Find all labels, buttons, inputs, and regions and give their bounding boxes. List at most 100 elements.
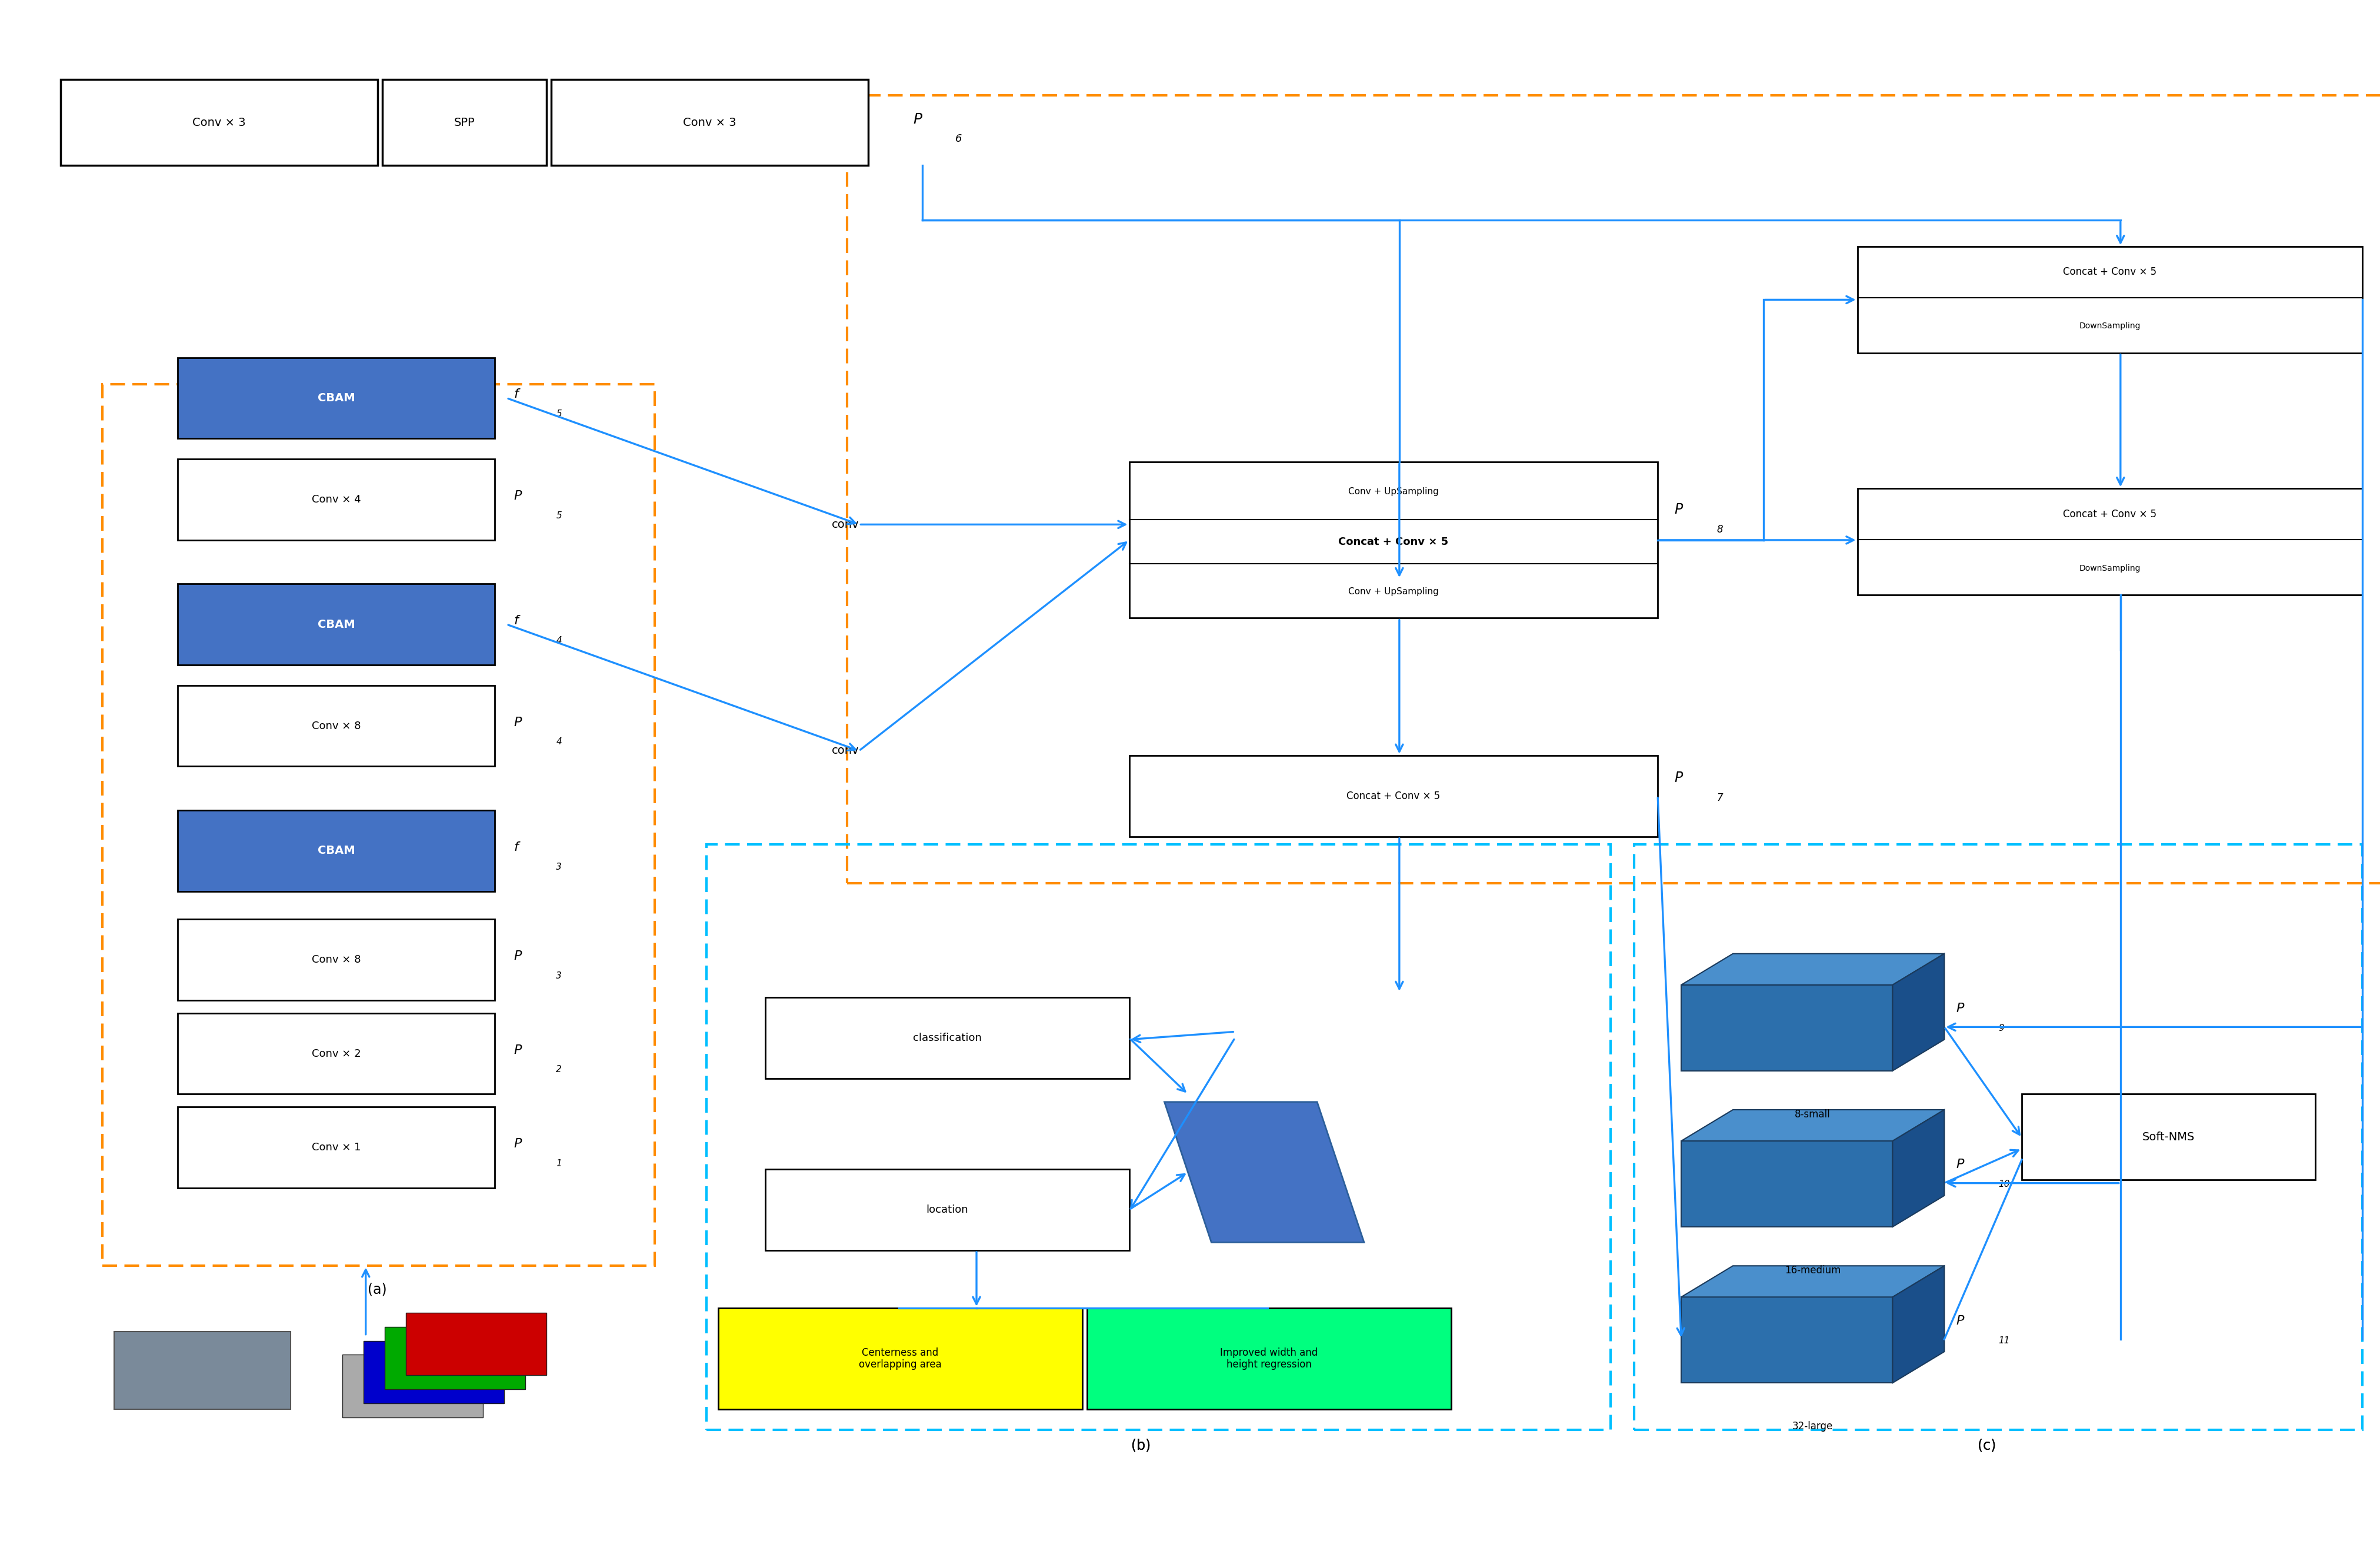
Bar — [1088, 1308, 1452, 1409]
Polygon shape — [1680, 1297, 1892, 1383]
Bar — [178, 358, 495, 438]
Text: P: P — [1956, 1159, 1964, 1170]
Text: CBAM: CBAM — [317, 845, 355, 856]
Bar — [1128, 461, 1659, 618]
Text: (c): (c) — [1978, 1439, 1997, 1453]
Text: f: f — [514, 615, 519, 627]
Text: Conv × 4: Conv × 4 — [312, 494, 362, 505]
Text: Concat + Conv × 5: Concat + Conv × 5 — [2063, 267, 2156, 277]
Text: Concat + Conv × 5: Concat + Conv × 5 — [1347, 791, 1440, 801]
Polygon shape — [1164, 1103, 1364, 1242]
Bar — [178, 1013, 495, 1095]
Bar — [405, 1312, 547, 1375]
Text: Conv × 8: Conv × 8 — [312, 954, 362, 965]
Bar — [719, 1308, 1083, 1409]
Text: (a): (a) — [369, 1282, 388, 1297]
Text: 9: 9 — [1999, 1024, 2004, 1032]
Text: 3: 3 — [557, 971, 562, 981]
Bar — [847, 95, 2380, 884]
Bar — [552, 80, 869, 166]
Text: 16-medium: 16-medium — [1785, 1265, 1840, 1276]
Text: P: P — [1673, 771, 1683, 785]
Text: Centerness and
overlapping area: Centerness and overlapping area — [859, 1347, 942, 1370]
Text: Soft-NMS: Soft-NMS — [2142, 1131, 2194, 1143]
Bar — [343, 1354, 483, 1417]
Bar — [764, 1168, 1128, 1250]
Text: CBAM: CBAM — [317, 619, 355, 630]
Text: Conv + UpSampling: Conv + UpSampling — [1347, 488, 1438, 496]
Text: (b): (b) — [1130, 1439, 1150, 1453]
Text: P: P — [1673, 502, 1683, 516]
Bar — [178, 810, 495, 891]
Polygon shape — [1680, 1265, 1944, 1297]
Text: location: location — [926, 1204, 969, 1215]
Text: SPP: SPP — [455, 117, 476, 128]
Text: 4: 4 — [557, 637, 562, 644]
Text: Improved width and
height regression: Improved width and height regression — [1221, 1347, 1319, 1370]
Text: Conv × 1: Conv × 1 — [312, 1142, 362, 1153]
Bar — [178, 685, 495, 766]
Bar — [386, 1326, 526, 1389]
Text: Concat + Conv × 5: Concat + Conv × 5 — [2063, 508, 2156, 519]
Text: P: P — [914, 113, 921, 127]
Bar — [2023, 1095, 2316, 1179]
Polygon shape — [1680, 1110, 1944, 1142]
Polygon shape — [1892, 1265, 1944, 1383]
Text: 8-small: 8-small — [1795, 1109, 1830, 1120]
Polygon shape — [1892, 954, 1944, 1071]
Bar — [1856, 247, 2363, 353]
Text: P: P — [514, 1045, 521, 1056]
Text: 11: 11 — [1999, 1336, 2009, 1345]
Text: CBAM: CBAM — [317, 393, 355, 404]
Bar — [1856, 488, 2363, 594]
Text: Concat + Conv × 5: Concat + Conv × 5 — [1338, 536, 1449, 547]
Bar — [764, 998, 1128, 1079]
Polygon shape — [1680, 954, 1944, 985]
Bar — [178, 1107, 495, 1187]
Bar — [1635, 845, 2363, 1429]
Text: P: P — [514, 490, 521, 502]
Text: Conv × 2: Conv × 2 — [312, 1048, 362, 1059]
Text: DownSampling: DownSampling — [2080, 565, 2140, 572]
Bar — [1128, 755, 1659, 837]
Text: 32-large: 32-large — [1792, 1422, 1833, 1433]
Text: 7: 7 — [1716, 793, 1723, 802]
Bar — [102, 385, 655, 1265]
Text: conv: conv — [831, 519, 859, 530]
Text: 5: 5 — [557, 410, 562, 419]
Bar — [60, 80, 378, 166]
Bar — [383, 80, 547, 166]
Text: DownSampling: DownSampling — [2080, 322, 2140, 330]
Text: 5: 5 — [557, 511, 562, 519]
Bar — [178, 920, 495, 1001]
Text: P: P — [1956, 1003, 1964, 1015]
Text: classification: classification — [914, 1032, 981, 1043]
Polygon shape — [1892, 1110, 1944, 1226]
Text: 10: 10 — [1999, 1179, 2009, 1189]
Text: 1: 1 — [557, 1159, 562, 1168]
Text: 2: 2 — [557, 1065, 562, 1074]
Text: P: P — [514, 716, 521, 729]
Bar — [364, 1340, 505, 1403]
Text: Conv × 8: Conv × 8 — [312, 721, 362, 730]
Text: 4: 4 — [557, 738, 562, 746]
Text: 8: 8 — [1716, 524, 1723, 535]
Text: f: f — [514, 388, 519, 400]
Bar — [114, 1331, 290, 1409]
Text: conv: conv — [831, 744, 859, 757]
Text: f: f — [514, 841, 519, 852]
Text: 6: 6 — [954, 135, 962, 144]
Bar — [178, 458, 495, 540]
Text: P: P — [514, 951, 521, 962]
Polygon shape — [1680, 1142, 1892, 1226]
Text: (c): (c) — [1978, 1439, 1997, 1453]
Text: (b): (b) — [1130, 1439, 1150, 1453]
Text: Conv × 3: Conv × 3 — [683, 117, 735, 128]
Text: P: P — [1956, 1315, 1964, 1326]
Text: P: P — [514, 1137, 521, 1150]
Text: Conv + UpSampling: Conv + UpSampling — [1347, 586, 1438, 596]
Bar — [178, 583, 495, 665]
Text: Conv × 3: Conv × 3 — [193, 117, 245, 128]
Bar — [707, 845, 1611, 1429]
Text: 3: 3 — [557, 862, 562, 871]
